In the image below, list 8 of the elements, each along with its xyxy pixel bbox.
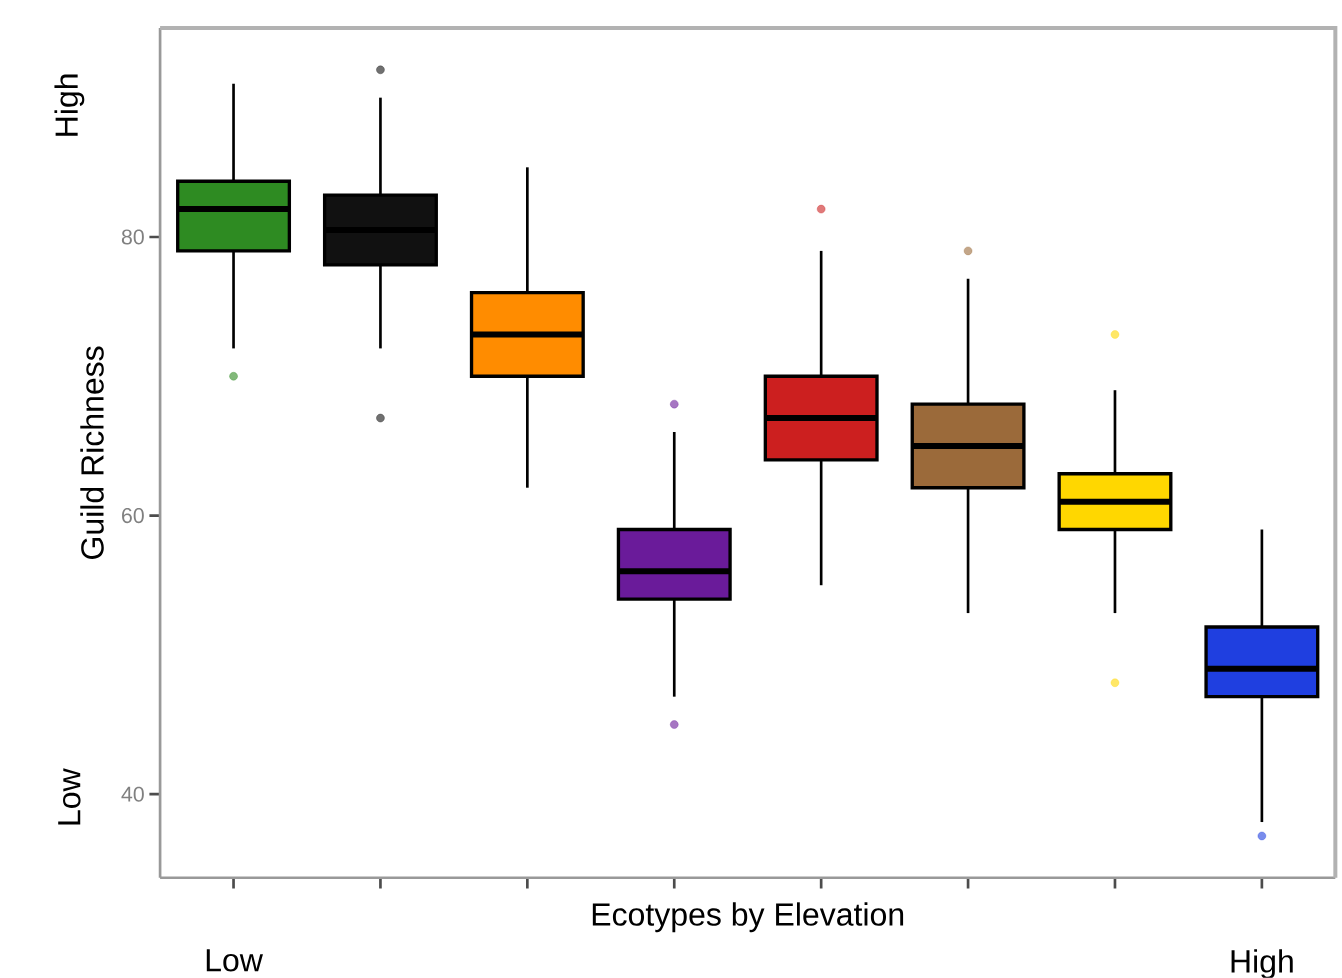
text: Low: [206, 949, 263, 972]
y-axis-title: Guild Richness: [80, 346, 104, 560]
y-tick-label: 60: [122, 508, 144, 524]
y-tick-label: 40: [121, 786, 144, 802]
text: High: [54, 74, 85, 136]
x-axis-title: Ecotypes by Elevation: [592, 902, 904, 933]
text: Low: [58, 768, 81, 825]
y-tick-label: 80: [121, 229, 144, 245]
